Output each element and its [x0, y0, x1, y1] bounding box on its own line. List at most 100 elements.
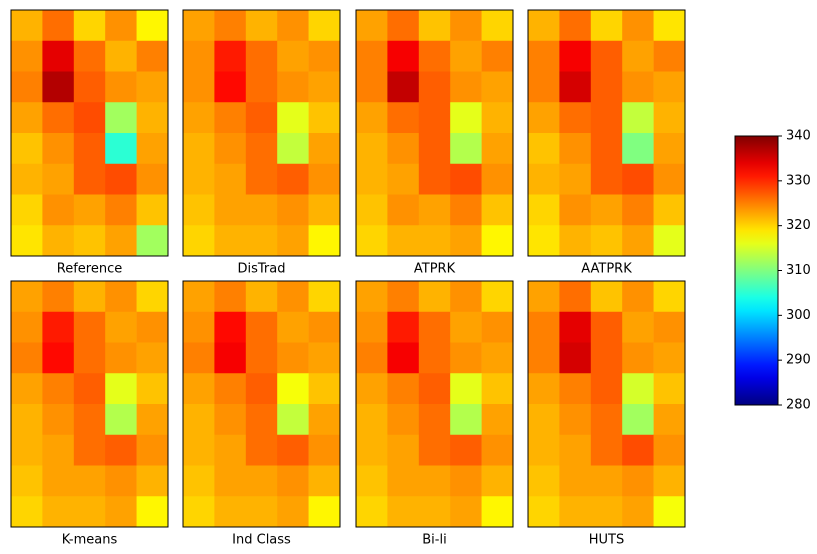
heatmap-cell [137, 41, 169, 72]
heatmap-cell [11, 133, 43, 164]
heatmap-cell [450, 466, 482, 497]
heatmap-cell [528, 10, 560, 41]
heatmap-cell [591, 343, 623, 374]
heatmap-cell [622, 343, 654, 374]
heatmap-cell [74, 404, 106, 435]
heatmap-cell [591, 164, 623, 195]
heatmap-cell [246, 10, 278, 41]
heatmap-cell [309, 343, 341, 374]
heatmap-cell [482, 312, 514, 343]
heatmap-cell [183, 10, 215, 41]
heatmap-cell [622, 164, 654, 195]
heatmap-cell [309, 225, 341, 256]
heatmap-cell [528, 312, 560, 343]
heatmap-cell [183, 281, 215, 312]
heatmap-cell [654, 164, 686, 195]
heatmap-cell [591, 133, 623, 164]
heatmap-cell [356, 72, 388, 103]
heatmap-cell [105, 133, 137, 164]
heatmap-cell [419, 404, 451, 435]
heatmap-cell [622, 435, 654, 466]
heatmap-cell [387, 72, 419, 103]
heatmap-cell [528, 281, 560, 312]
heatmap-cell [183, 133, 215, 164]
heatmap-cell [214, 41, 246, 72]
heatmap-cell [450, 281, 482, 312]
heatmap-cell [214, 404, 246, 435]
heatmap-cell [450, 225, 482, 256]
heatmap-cell [105, 435, 137, 466]
heatmap-cell [277, 72, 309, 103]
heatmap-cell [419, 164, 451, 195]
heatmap-cell [654, 281, 686, 312]
heatmap-cell [42, 133, 74, 164]
heatmap-cell [622, 72, 654, 103]
heatmap-cell [11, 404, 43, 435]
heatmap-cell [105, 404, 137, 435]
heatmap-cell [528, 225, 560, 256]
heatmap-cell [246, 281, 278, 312]
heatmap-cell [622, 10, 654, 41]
heatmap-cell [277, 404, 309, 435]
heatmap-cell [11, 164, 43, 195]
heatmap-cell [528, 133, 560, 164]
heatmap-cell [309, 10, 341, 41]
heatmap-cell [42, 41, 74, 72]
heatmap-cell [356, 343, 388, 374]
heatmap-cell [356, 164, 388, 195]
heatmap-cell [277, 41, 309, 72]
heatmap-cell [137, 373, 169, 404]
heatmap-cell [105, 195, 137, 226]
heatmap-cell [528, 435, 560, 466]
heatmap-cell [591, 281, 623, 312]
heatmap-cell [387, 435, 419, 466]
heatmap-cell [419, 435, 451, 466]
heatmap-cell [214, 102, 246, 133]
heatmap-cell [309, 72, 341, 103]
heatmap-cell [42, 10, 74, 41]
heatmap-cell [450, 343, 482, 374]
heatmap-cell [419, 133, 451, 164]
heatmap-cell [137, 312, 169, 343]
heatmap-cell [277, 10, 309, 41]
heatmap-cell [450, 41, 482, 72]
heatmap-cell [42, 435, 74, 466]
heatmap-cell [419, 195, 451, 226]
heatmap-cell [105, 312, 137, 343]
heatmap-cell [183, 312, 215, 343]
heatmap-cell [559, 404, 591, 435]
heatmap-cell [559, 496, 591, 527]
heatmap-cell [482, 343, 514, 374]
heatmap-cell [11, 225, 43, 256]
heatmap-cell [387, 164, 419, 195]
heatmap-cell [482, 496, 514, 527]
heatmap-cell [277, 373, 309, 404]
heatmap-cell [356, 133, 388, 164]
heatmap-cell [622, 133, 654, 164]
heatmap-cell [309, 373, 341, 404]
heatmap-cell [356, 281, 388, 312]
heatmap-cell [528, 404, 560, 435]
heatmap-cell [622, 281, 654, 312]
heatmap-cell [419, 10, 451, 41]
heatmap-cell [214, 496, 246, 527]
heatmap-cell [74, 195, 106, 226]
heatmap-cell [246, 343, 278, 374]
heatmap-cell [309, 466, 341, 497]
heatmap-cell [356, 496, 388, 527]
heatmap-cell [654, 225, 686, 256]
heatmap-cell [356, 10, 388, 41]
colorbar-tick-label: 280 [786, 398, 811, 413]
heatmap-cell [559, 72, 591, 103]
heatmap-cell [356, 435, 388, 466]
heatmap-cell [419, 41, 451, 72]
heatmap-cell [654, 102, 686, 133]
heatmap-cell [419, 281, 451, 312]
heatmap-cell [246, 312, 278, 343]
heatmap-cell [528, 195, 560, 226]
heatmap-cell [419, 72, 451, 103]
heatmap-cell [356, 225, 388, 256]
heatmap-cell [309, 312, 341, 343]
heatmap-cell [419, 102, 451, 133]
heatmap-cell [74, 343, 106, 374]
